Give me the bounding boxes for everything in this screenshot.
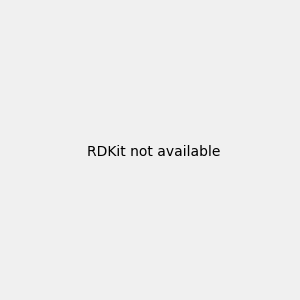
Text: RDKit not available: RDKit not available [87,145,220,158]
